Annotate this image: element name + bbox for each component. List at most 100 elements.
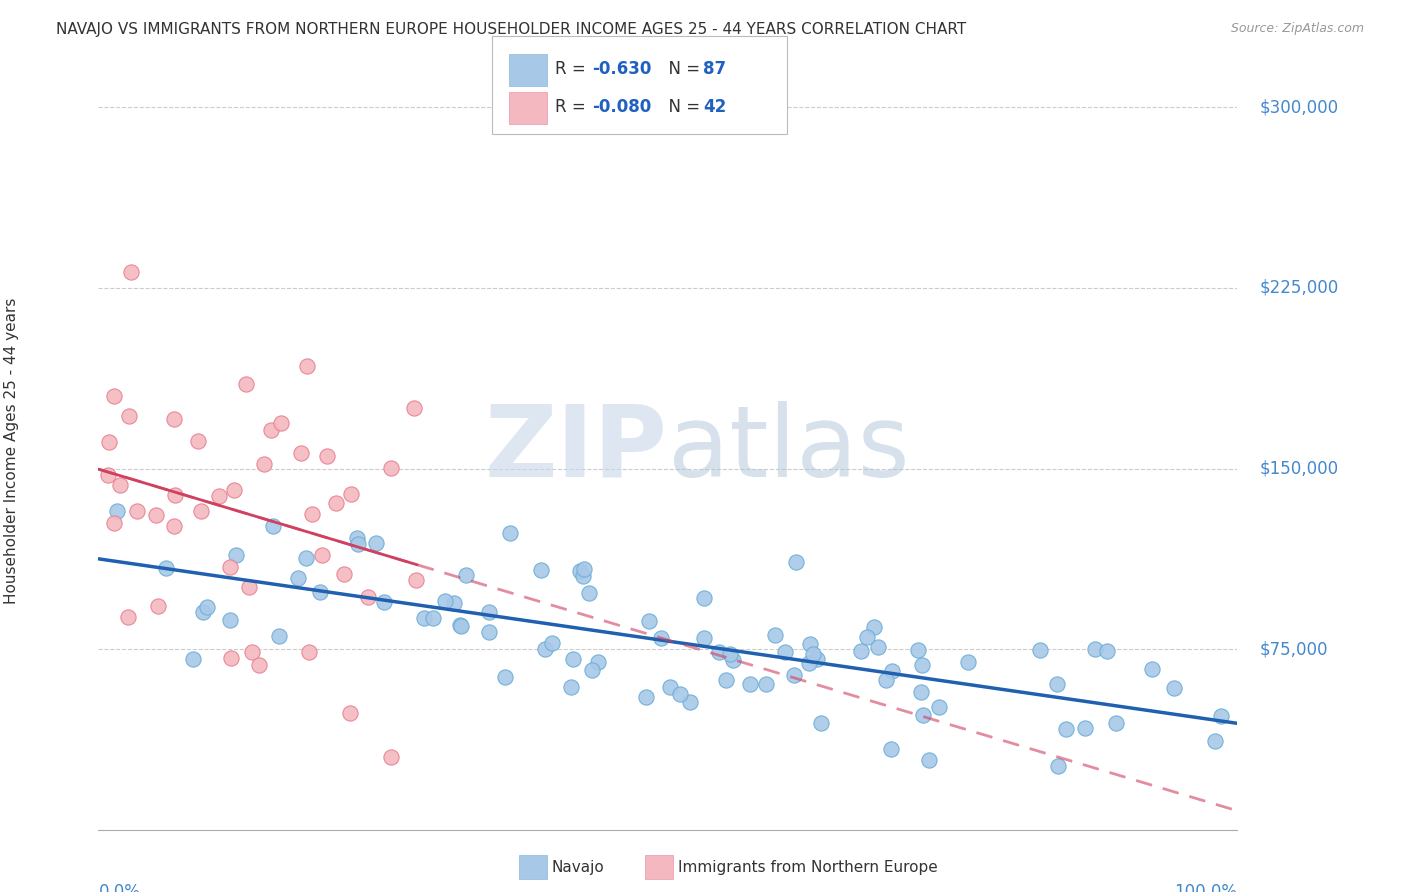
Point <box>785 555 807 569</box>
Point <box>578 586 600 600</box>
Point <box>1046 759 1069 773</box>
Point <box>783 668 806 682</box>
Point <box>799 637 821 651</box>
Point <box>380 750 402 764</box>
Point <box>193 605 215 619</box>
Point <box>569 564 592 578</box>
Point <box>405 574 427 588</box>
Point <box>880 664 903 678</box>
Text: N =: N = <box>658 98 706 116</box>
Point <box>364 536 387 550</box>
Point <box>308 585 330 599</box>
Point <box>716 673 738 688</box>
Point <box>494 670 516 684</box>
Point <box>1105 716 1128 731</box>
Point <box>97 434 120 449</box>
Point <box>146 599 169 613</box>
Point <box>218 559 240 574</box>
Point <box>163 411 186 425</box>
Point <box>910 684 932 698</box>
Point <box>534 641 557 656</box>
Point <box>650 631 672 645</box>
Point <box>806 651 828 665</box>
Point <box>422 611 444 625</box>
Text: $300,000: $300,000 <box>1260 98 1339 117</box>
Point <box>456 568 478 582</box>
Point <box>187 434 209 448</box>
Point <box>693 591 716 606</box>
Text: Source: ZipAtlas.com: Source: ZipAtlas.com <box>1230 22 1364 36</box>
Point <box>449 618 471 632</box>
Point <box>163 519 186 533</box>
Point <box>801 648 824 662</box>
Point <box>572 568 595 582</box>
Point <box>572 562 595 576</box>
Point <box>1074 721 1097 735</box>
Point <box>560 680 582 694</box>
Point <box>346 531 368 545</box>
Point <box>311 549 333 563</box>
Point <box>740 676 762 690</box>
Point <box>145 508 167 522</box>
Point <box>269 629 291 643</box>
Point <box>797 657 820 671</box>
Point <box>718 647 741 661</box>
Point <box>103 516 125 531</box>
Point <box>863 620 886 634</box>
Text: $75,000: $75,000 <box>1260 640 1329 658</box>
Point <box>1028 643 1050 657</box>
Point <box>295 359 318 374</box>
Point <box>450 618 472 632</box>
Point <box>117 610 139 624</box>
Point <box>118 409 141 423</box>
Point <box>763 628 786 642</box>
Text: -0.080: -0.080 <box>592 98 651 116</box>
Point <box>235 376 257 391</box>
Point <box>637 614 659 628</box>
Point <box>693 631 716 645</box>
Point <box>918 754 941 768</box>
Point <box>911 657 934 672</box>
Point <box>499 526 522 541</box>
Point <box>1046 677 1069 691</box>
Point <box>347 537 370 551</box>
Point <box>433 594 456 608</box>
Point <box>253 457 276 471</box>
Point <box>658 681 681 695</box>
Point <box>855 631 877 645</box>
Point <box>907 643 929 657</box>
Point <box>1054 722 1077 736</box>
Point <box>120 265 142 279</box>
Point <box>208 489 231 503</box>
Point <box>402 401 425 415</box>
Point <box>181 652 204 666</box>
Point <box>957 655 980 669</box>
Point <box>562 651 585 665</box>
Point <box>287 571 309 585</box>
Point <box>879 741 901 756</box>
Point <box>1095 644 1118 658</box>
Point <box>240 645 263 659</box>
Point <box>1140 662 1163 676</box>
Text: $225,000: $225,000 <box>1260 279 1340 297</box>
Point <box>108 478 131 492</box>
Point <box>225 548 247 562</box>
Point <box>97 467 120 482</box>
Point <box>301 507 323 521</box>
Point <box>190 503 212 517</box>
Point <box>270 417 292 431</box>
Point <box>340 487 363 501</box>
Point <box>262 519 284 533</box>
Text: 100.0%: 100.0% <box>1174 882 1237 892</box>
Text: 87: 87 <box>703 60 725 78</box>
Point <box>413 611 436 625</box>
Point <box>316 449 339 463</box>
Point <box>165 488 187 502</box>
Point <box>755 677 778 691</box>
Point <box>332 566 354 581</box>
Text: atlas: atlas <box>668 401 910 498</box>
Point <box>668 687 690 701</box>
Point <box>325 496 347 510</box>
Point <box>1209 709 1232 723</box>
Point <box>1084 641 1107 656</box>
